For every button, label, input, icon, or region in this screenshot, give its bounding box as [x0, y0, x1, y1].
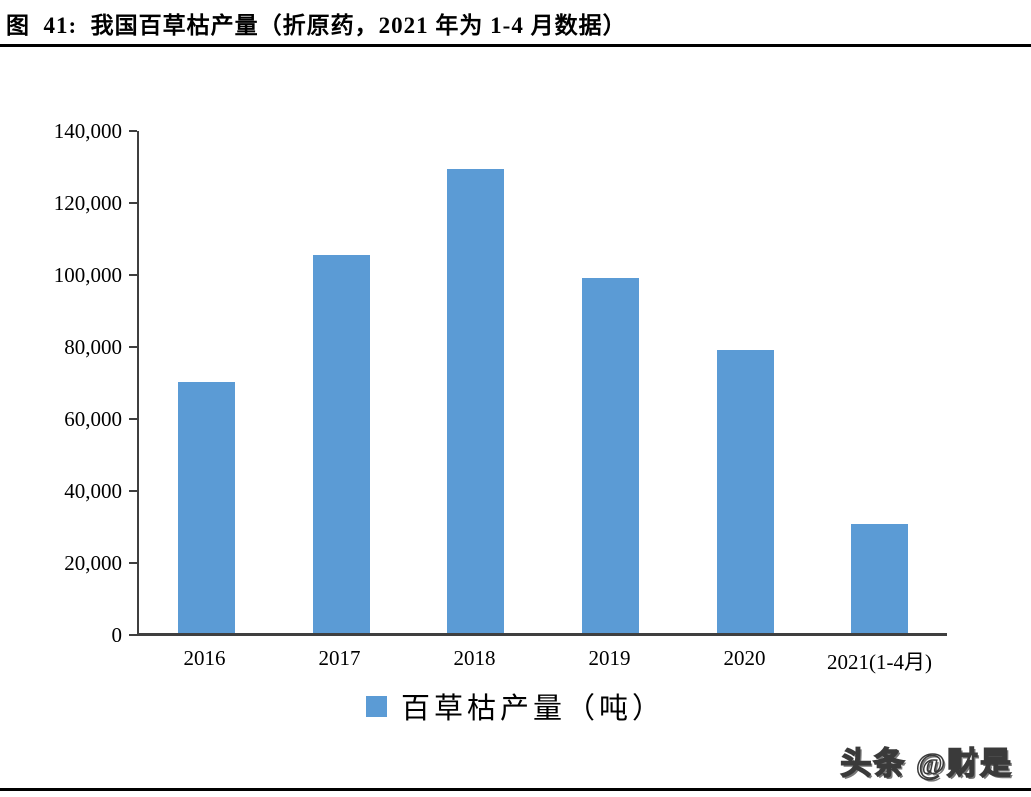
- bar-2021(1-4月): [851, 524, 909, 633]
- y-tick-mark: [129, 274, 137, 276]
- figure-title: 图 41: 我国百草枯产量（折原药，2021 年为 1-4 月数据）: [6, 13, 627, 38]
- bar-cell-2016: [139, 131, 274, 633]
- legend-swatch-icon: [365, 695, 387, 717]
- x-tick-label: 2016: [183, 646, 226, 670]
- y-tick-mark: [129, 634, 137, 636]
- y-tick-label: 80,000: [64, 335, 122, 359]
- y-tick-label: 120,000: [53, 191, 122, 215]
- bottom-divider-line: [0, 788, 1031, 791]
- bar-2019: [581, 278, 639, 633]
- y-tick-mark: [129, 130, 137, 132]
- x-tick-label: 2021(1-4月): [827, 650, 932, 674]
- y-tick-label: 60,000: [64, 407, 122, 431]
- bar-2018: [447, 169, 505, 633]
- y-tick-label: 140,000: [53, 119, 122, 143]
- bar-cell-2020: [678, 131, 813, 633]
- x-axis-line: [137, 633, 947, 636]
- bar-2017: [312, 255, 370, 633]
- title-divider-line: [0, 44, 1031, 47]
- bar-2020: [716, 350, 774, 633]
- y-axis-line: [137, 131, 139, 635]
- legend-label: 百草枯产量（吨）: [400, 693, 665, 725]
- y-tick-label: 20,000: [64, 551, 122, 575]
- y-tick-label: 40,000: [64, 479, 122, 503]
- bar-cell-2017: [274, 131, 409, 633]
- legend: 百草枯产量（吨）: [0, 685, 1031, 727]
- x-tick-label: 2017: [318, 646, 361, 670]
- watermark-toutiao-caishi: 头条 @财是: [840, 745, 1013, 782]
- bar-cell-2019: [543, 131, 678, 633]
- x-tick-label: 2020: [723, 646, 766, 670]
- y-tick-label: 0: [111, 623, 123, 647]
- y-tick-mark: [129, 490, 137, 492]
- bar-2016: [177, 382, 235, 633]
- bar-cell-2021(1-4月): [812, 131, 947, 633]
- bar-cell-2018: [408, 131, 543, 633]
- x-axis-labels: 2016 2017 2018 2019 2020 2021(1-4月): [137, 646, 947, 676]
- y-tick-mark: [129, 346, 137, 348]
- y-tick-label: 100,000: [53, 263, 122, 287]
- y-tick-mark: [129, 562, 137, 564]
- plot-area: [139, 131, 947, 633]
- x-tick-label: 2018: [453, 646, 496, 670]
- y-tick-mark: [129, 418, 137, 420]
- y-tick-mark: [129, 202, 137, 204]
- x-tick-label: 2019: [588, 646, 631, 670]
